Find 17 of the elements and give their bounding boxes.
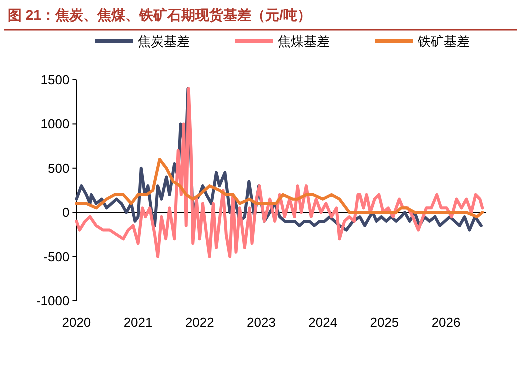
y-tick-label: 500 xyxy=(48,160,70,176)
y-tick-label: -1000 xyxy=(36,294,70,308)
chart-title: 图 21：焦炭、焦煤、铁矿石期现货基差（元/吨） xyxy=(8,7,312,23)
y-tick-label: 1000 xyxy=(40,116,70,132)
x-tick-label: 2024 xyxy=(308,315,338,330)
x-tick-label: 2026 xyxy=(432,315,461,330)
x-tick-label: 2021 xyxy=(124,315,153,330)
legend-label: 焦煤基差 xyxy=(278,34,330,49)
x-tick-label: 2025 xyxy=(370,315,400,330)
y-tick-label: 0 xyxy=(62,205,70,220)
legend-label: 焦炭基差 xyxy=(138,34,190,49)
y-tick-label: -500 xyxy=(44,249,70,264)
legend-label: 铁矿基差 xyxy=(417,34,470,49)
y-tick-label: 1500 xyxy=(40,72,70,88)
x-tick-label: 2023 xyxy=(247,315,276,330)
x-tick-label: 2020 xyxy=(62,315,92,330)
x-tick-label: 2022 xyxy=(185,315,214,330)
